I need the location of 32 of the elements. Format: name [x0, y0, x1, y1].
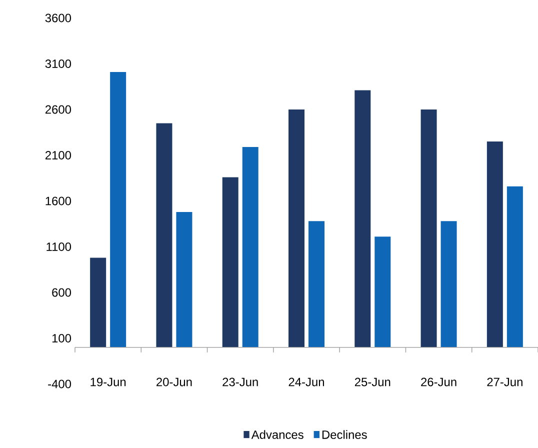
bar: [354, 90, 371, 348]
x-tick-label: 27-Jun: [487, 378, 522, 386]
y-tick-label: 3100: [45, 60, 72, 68]
x-tick-label: 24-Jun: [288, 378, 324, 386]
bar: [90, 258, 106, 348]
x-tick-label: 23-Jun: [222, 378, 258, 386]
legend-label: Advances: [251, 430, 304, 439]
y-tick-label: 3600: [45, 14, 72, 22]
bar: [374, 236, 391, 348]
legend-label: Declines: [322, 430, 367, 439]
bar: [308, 221, 324, 348]
bar: [156, 123, 172, 348]
y-tick-label: 1100: [46, 242, 72, 251]
x-tick-label: 20-Jun: [156, 378, 192, 386]
bar: [506, 186, 523, 348]
x-tick-label: 25-Jun: [354, 378, 390, 386]
y-tick-label: 1600: [46, 196, 72, 206]
bar: [176, 212, 192, 348]
bar: [440, 221, 457, 348]
y-tick-label: 100: [52, 334, 72, 342]
bar: [420, 110, 437, 348]
y-tick-label: 2600: [45, 105, 72, 114]
bar: [486, 142, 503, 348]
bar: [222, 177, 238, 348]
x-tick-label: 19-Jun: [90, 378, 126, 386]
x-tick-label: 26-Jun: [421, 378, 456, 386]
y-tick-label: -400: [48, 380, 72, 388]
bar: [110, 72, 126, 348]
bar: [288, 110, 304, 348]
y-tick-label: 600: [52, 288, 72, 297]
y-tick-label: 2100: [45, 151, 72, 160]
bar: [242, 147, 258, 348]
